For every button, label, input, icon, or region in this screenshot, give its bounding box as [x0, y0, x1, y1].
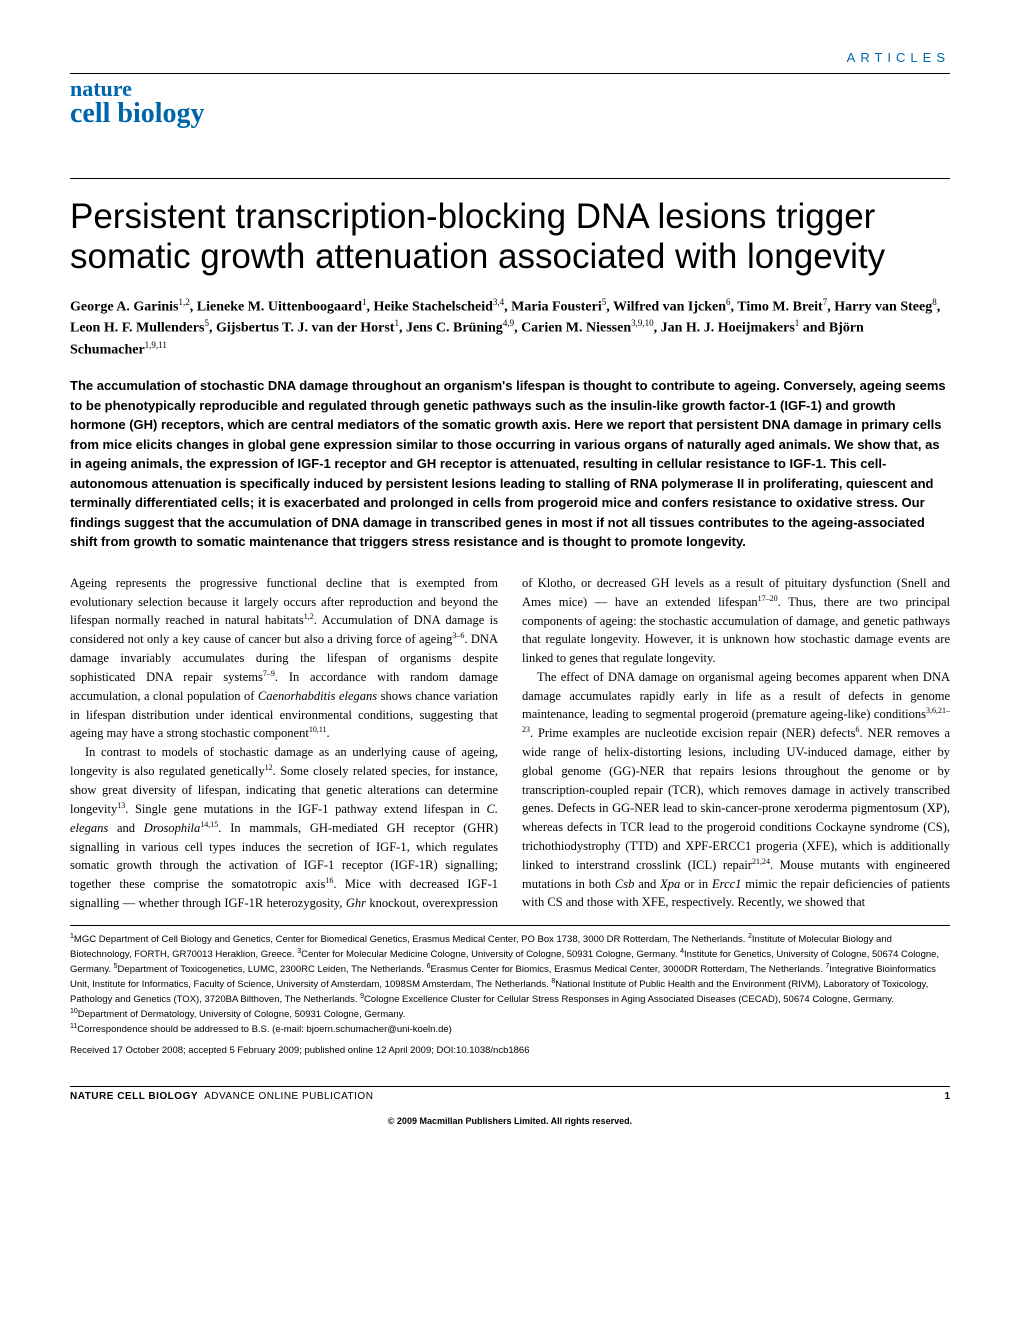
header-rule — [70, 73, 950, 74]
journal-logo-line2: cell biology — [70, 100, 950, 128]
received-line: Received 17 October 2008; accepted 5 Feb… — [70, 1045, 950, 1056]
body-paragraph: The effect of DNA damage on organismal a… — [522, 668, 950, 912]
section-label: ARTICLES — [70, 50, 950, 65]
journal-logo: nature cell biology — [70, 78, 950, 128]
footer-journal: NATURE CELL BIOLOGY — [70, 1091, 198, 1102]
affiliations: 1MGC Department of Cell Biology and Gene… — [70, 932, 950, 1037]
footer-left: NATURE CELL BIOLOGY ADVANCE ONLINE PUBLI… — [70, 1091, 373, 1102]
footer-rule — [70, 1086, 950, 1087]
body-text: Ageing represents the progressive functi… — [70, 574, 950, 913]
article-title: Persistent transcription-blocking DNA le… — [70, 197, 950, 278]
copyright: © 2009 Macmillan Publishers Limited. All… — [70, 1116, 950, 1126]
abstract: The accumulation of stochastic DNA damag… — [70, 376, 950, 552]
title-rule — [70, 178, 950, 179]
author-list: George A. Garinis1,2, Lieneke M. Uittenb… — [70, 296, 950, 361]
body-paragraph: Ageing represents the progressive functi… — [70, 574, 498, 743]
journal-logo-line1: nature — [70, 78, 950, 100]
page-number: 1 — [944, 1091, 950, 1102]
footer: NATURE CELL BIOLOGY ADVANCE ONLINE PUBLI… — [70, 1091, 950, 1102]
affiliations-rule — [70, 925, 950, 926]
